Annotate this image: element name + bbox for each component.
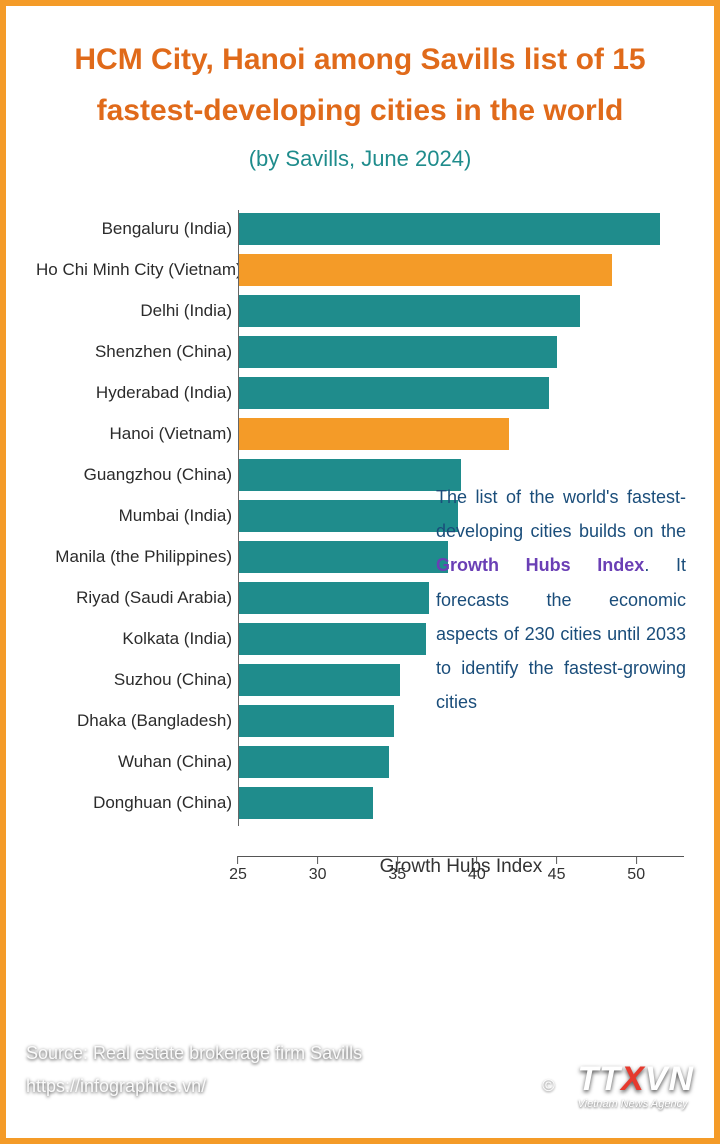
bar-highlight bbox=[238, 254, 612, 286]
bar-label: Guangzhou (China) bbox=[36, 465, 238, 485]
annotation-post: . It forecasts the economic aspects of 2… bbox=[436, 555, 686, 712]
bar-row: Wuhan (China) bbox=[36, 743, 684, 781]
bar bbox=[238, 623, 426, 655]
x-axis: 253035404550Growth Hubs Index bbox=[238, 856, 684, 926]
bar bbox=[238, 582, 429, 614]
bar-label: Hanoi (Vietnam) bbox=[36, 424, 238, 444]
infographic-frame: HCM City, Hanoi among Savills list of 15… bbox=[0, 0, 720, 1144]
bar-track bbox=[238, 333, 684, 371]
logo-text: TTXVN bbox=[578, 1062, 694, 1096]
bar-track bbox=[238, 415, 684, 453]
bar-label: Kolkata (India) bbox=[36, 629, 238, 649]
bar-track bbox=[238, 210, 684, 248]
annotation-pre: The list of the world's fastest-developi… bbox=[436, 487, 686, 541]
bar bbox=[238, 746, 389, 778]
bar-label: Dhaka (Bangladesh) bbox=[36, 711, 238, 731]
source-line: Source: Real estate brokerage firm Savil… bbox=[26, 1037, 362, 1069]
bar bbox=[238, 377, 549, 409]
bar bbox=[238, 295, 580, 327]
source-url: https://infographics.vn/ bbox=[26, 1070, 362, 1102]
x-tick: 40 bbox=[468, 856, 486, 884]
y-axis-line bbox=[238, 210, 239, 826]
bar-label: Shenzhen (China) bbox=[36, 342, 238, 362]
bar-track bbox=[238, 743, 684, 781]
x-axis-title: Growth Hubs Index bbox=[238, 856, 684, 878]
bar-highlight bbox=[238, 418, 509, 450]
bar-label: Delhi (India) bbox=[36, 301, 238, 321]
bar-track bbox=[238, 251, 684, 289]
bar-label: Wuhan (China) bbox=[36, 752, 238, 772]
bar-row: Shenzhen (China) bbox=[36, 333, 684, 371]
bar bbox=[238, 459, 461, 491]
subtitle: (by Savills, June 2024) bbox=[46, 146, 674, 172]
bar-label: Bengaluru (India) bbox=[36, 219, 238, 239]
annotation-highlight: Growth Hubs Index bbox=[436, 555, 644, 575]
annotation-text: The list of the world's fastest-developi… bbox=[436, 480, 686, 719]
title-block: HCM City, Hanoi among Savills list of 15… bbox=[6, 6, 714, 180]
bar bbox=[238, 213, 660, 245]
copyright-icon: © bbox=[534, 1071, 564, 1101]
bar bbox=[238, 664, 400, 696]
bar-row: Ho Chi Minh City (Vietnam) bbox=[36, 251, 684, 289]
x-tick: 50 bbox=[627, 856, 645, 884]
chart-area: Bengaluru (India) Ho Chi Minh City (Vietn… bbox=[6, 180, 714, 1138]
x-tick: 25 bbox=[229, 856, 247, 884]
bar-track bbox=[238, 292, 684, 330]
bar-label: Donghuan (China) bbox=[36, 793, 238, 813]
x-tick: 35 bbox=[388, 856, 406, 884]
bar-row: Delhi (India) bbox=[36, 292, 684, 330]
bar-track bbox=[238, 374, 684, 412]
x-tick: 30 bbox=[309, 856, 327, 884]
bar-label: Riyad (Saudi Arabia) bbox=[36, 588, 238, 608]
bar-row: Hanoi (Vietnam) bbox=[36, 415, 684, 453]
bar-row: Donghuan (China) bbox=[36, 784, 684, 822]
bar-label: Ho Chi Minh City (Vietnam) bbox=[36, 260, 238, 280]
bar bbox=[238, 787, 373, 819]
x-tick: 45 bbox=[548, 856, 566, 884]
bar-row: Bengaluru (India) bbox=[36, 210, 684, 248]
footer: Source: Real estate brokerage firm Savil… bbox=[26, 1037, 362, 1102]
bar-label: Hyderabad (India) bbox=[36, 383, 238, 403]
bar bbox=[238, 500, 458, 532]
bar-label: Suzhou (China) bbox=[36, 670, 238, 690]
bar-label: Mumbai (India) bbox=[36, 506, 238, 526]
bar bbox=[238, 336, 557, 368]
bar-track bbox=[238, 784, 684, 822]
bar bbox=[238, 541, 448, 573]
logo-area: © TTXVN Vietnam News Agency bbox=[534, 1062, 694, 1110]
bar bbox=[238, 705, 394, 737]
logo-subtitle: Vietnam News Agency bbox=[578, 1098, 688, 1110]
bar-label: Manila (the Philippines) bbox=[36, 547, 238, 567]
bar-row: Hyderabad (India) bbox=[36, 374, 684, 412]
main-title: HCM City, Hanoi among Savills list of 15… bbox=[46, 34, 674, 136]
